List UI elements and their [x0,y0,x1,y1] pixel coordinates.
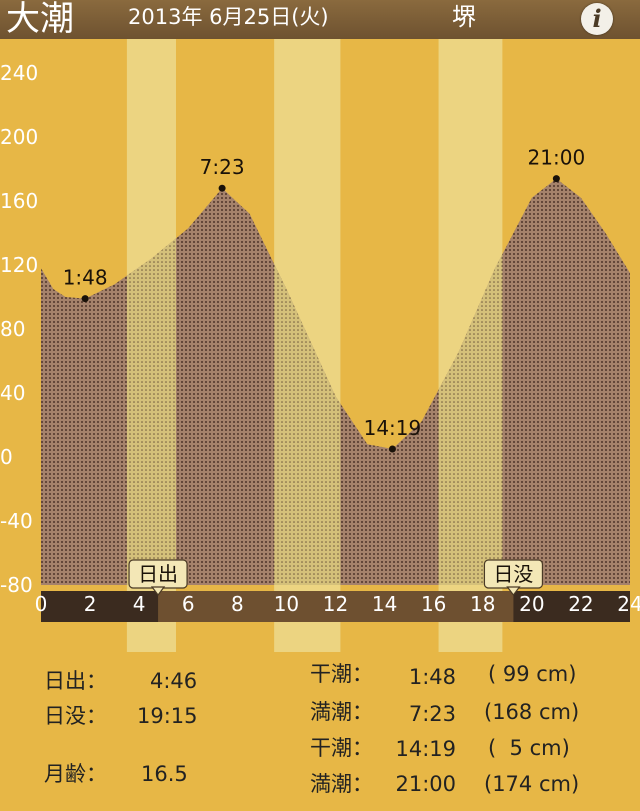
x-tick-label: 12 [323,592,348,616]
x-tick-label: 22 [568,592,593,616]
tide-height: ( 99 cm) [488,662,577,686]
y-tick-label: -80 [0,573,33,597]
moon-age-label: 月齢： [44,762,107,786]
info-icon: i [592,4,602,33]
sunrise-tag-pointer [150,586,166,596]
tide-type: 干潮： [310,736,373,760]
x-tick-label: 20 [519,592,544,616]
sunset-tag-label: 日没 [493,562,533,586]
tide-type-title: 大潮 [6,0,74,39]
y-tick-label: -40 [0,509,33,533]
tide-height: ( 5 cm) [488,736,570,760]
x-tick-label: 10 [274,592,299,616]
x-tick-label: 8 [231,592,244,616]
y-tick-label: 0 [0,445,13,469]
x-tick-label: 0 [35,592,48,616]
daylight-bar [158,591,514,622]
x-tick-label: 24 [617,592,640,616]
y-tick-label: 80 [0,317,25,341]
x-tick-label: 2 [84,592,97,616]
sunrise-label: 日出： [44,669,107,693]
tide-height: (168 cm) [484,700,580,724]
x-tick-label: 6 [182,592,195,616]
date-label: 2013年 6月25日(火) [128,5,329,29]
y-tick-label: 120 [0,253,38,277]
extremum-label: 21:00 [528,146,586,170]
y-tick-label: 240 [0,61,38,85]
extremum-point [552,175,560,183]
sunset-tag-pointer [506,586,521,596]
tide-time: 14:19 [395,737,456,761]
tide-type: 満潮： [310,772,373,796]
tide-time: 1:48 [408,665,456,689]
sunset-time: 19:15 [137,704,198,728]
header-bar: 大潮 2013年 6月25日(火) 堺 i [0,0,640,39]
sunrise-time: 4:46 [150,669,198,693]
extremum-point [388,445,396,453]
x-tick-label: 14 [372,592,397,616]
info-button[interactable]: i [581,3,613,35]
tide-time: 21:00 [395,772,456,796]
tide-height: (174 cm) [484,772,580,796]
sunset-label: 日没： [44,704,107,728]
y-tick-label: 160 [0,189,38,213]
x-tick-label: 4 [133,592,146,616]
tide-type: 満潮： [310,700,373,724]
extremum-label: 1:48 [63,266,108,290]
x-tick-label: 16 [421,592,446,616]
sunrise-tag-label: 日出 [138,562,178,586]
x-tick-label: 18 [470,592,495,616]
extremum-label: 14:19 [364,416,422,440]
y-tick-label: 200 [0,125,38,149]
extremum-label: 7:23 [200,155,245,179]
tide-type: 干潮： [310,662,373,686]
y-tick-label: 40 [0,381,25,405]
tide-time: 7:23 [408,702,456,726]
extremum-point [218,184,226,192]
moon-age-value: 16.5 [141,762,188,786]
location-label[interactable]: 堺 [452,3,476,31]
extremum-point [81,295,89,303]
